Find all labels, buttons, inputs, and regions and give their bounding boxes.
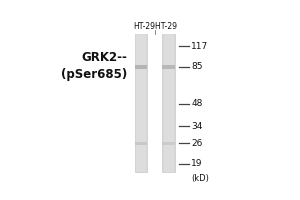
Bar (164, 34, 174, 172)
Text: (pSer685): (pSer685) (61, 68, 128, 81)
Text: GRK2--: GRK2-- (82, 51, 128, 64)
Bar (135, 34, 147, 172)
Bar (135, 65, 147, 69)
Text: 19: 19 (191, 159, 202, 168)
Text: 48: 48 (191, 99, 202, 108)
Text: 34: 34 (191, 122, 202, 131)
Text: 26: 26 (191, 139, 202, 148)
Bar (163, 142, 175, 145)
Bar (135, 142, 147, 145)
Text: 85: 85 (191, 62, 202, 71)
Text: (kD): (kD) (191, 174, 209, 183)
Text: HT-29HT-29: HT-29HT-29 (133, 22, 177, 31)
Bar (163, 34, 175, 172)
Bar (163, 65, 175, 69)
Text: 117: 117 (191, 42, 208, 51)
Bar (136, 34, 146, 172)
